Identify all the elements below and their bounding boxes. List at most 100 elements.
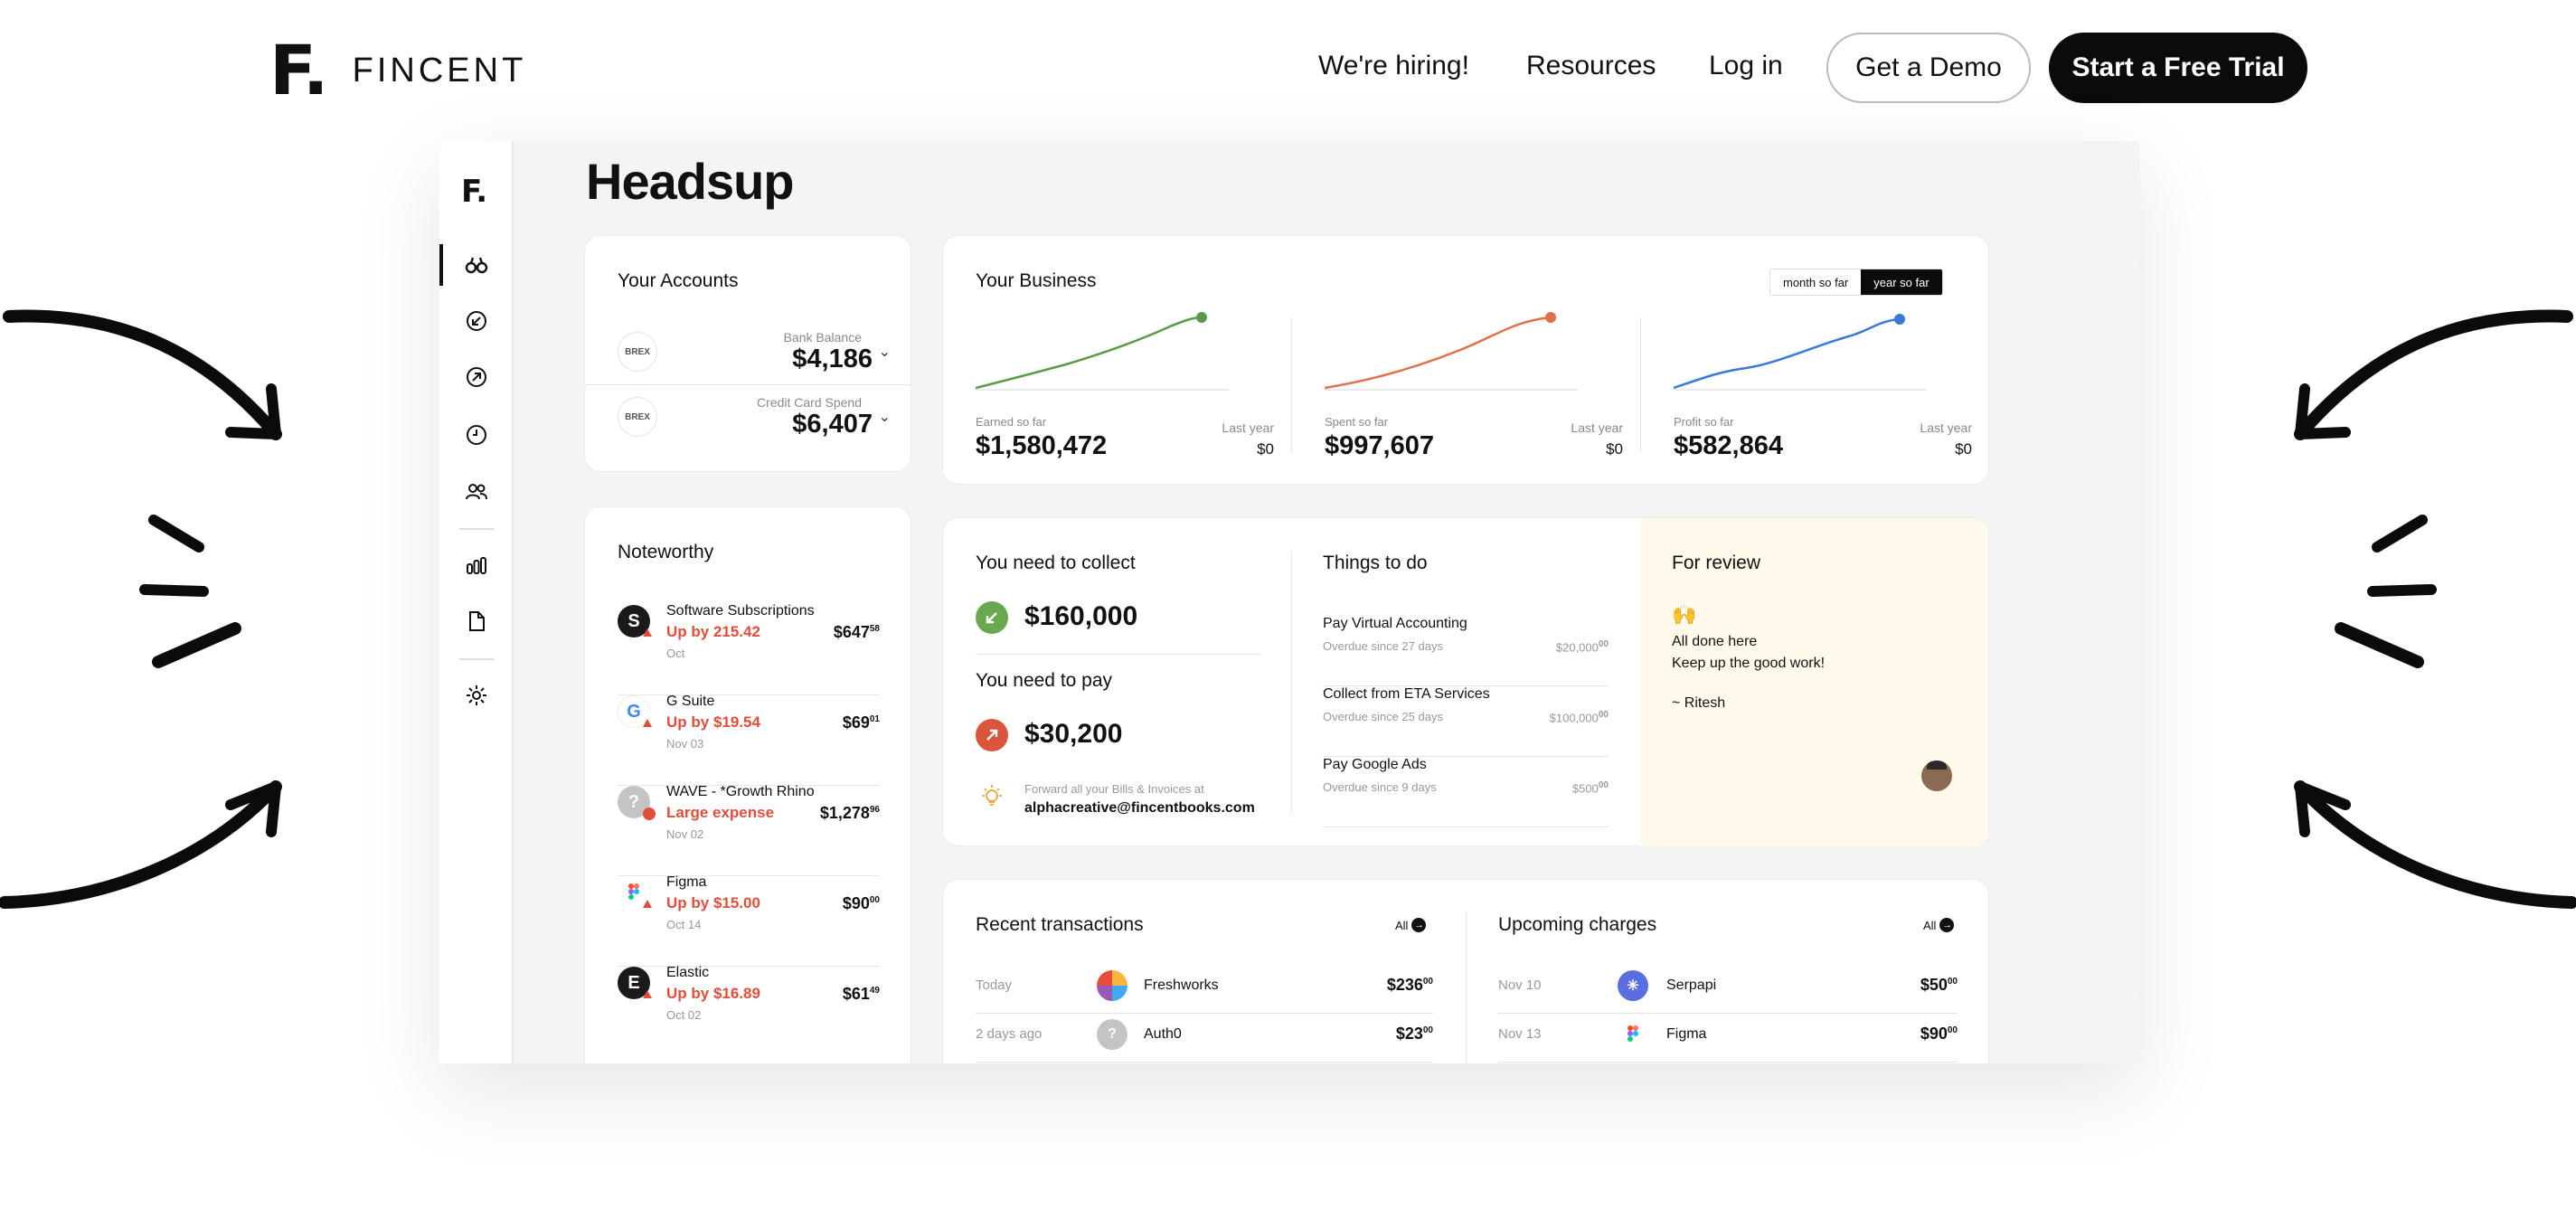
amount-cents: 49 xyxy=(869,986,880,996)
item-date: Nov 03 xyxy=(666,737,704,751)
review-signature: ~ Ritesh xyxy=(1672,695,1726,711)
binoculars-icon[interactable] xyxy=(465,253,488,277)
charge-row[interactable]: Nov 13 Figma $9000 xyxy=(1498,1014,1958,1063)
transactions-card: Recent transactions All → Today Freshwork… xyxy=(942,879,1989,1063)
last-year-value: $0 xyxy=(1955,440,1972,458)
review-line-2: Keep up the good work! xyxy=(1672,656,1826,671)
clock-icon[interactable] xyxy=(465,423,488,447)
recent-title: Recent transactions xyxy=(976,914,1144,935)
amount-dollars: $50 xyxy=(1920,976,1948,994)
noteworthy-item[interactable]: ? WAVE - *Growth Rhino Large expense Nov… xyxy=(618,784,880,876)
item-name: Software Subscriptions xyxy=(666,603,815,619)
noteworthy-item[interactable]: G G Suite Up by $19.54 Nov 03 $6901 xyxy=(618,694,880,786)
item-delta: Up by $16.89 xyxy=(666,985,760,1002)
todo-item-sub: Overdue since 25 days xyxy=(1323,710,1443,723)
figma-icon xyxy=(1628,1025,1638,1042)
todo-item[interactable]: Pay Virtual Accounting Overdue since 27 … xyxy=(1323,616,1609,686)
nav-hiring-link[interactable]: We're hiring! xyxy=(1318,51,1469,80)
nav-resources-link[interactable]: Resources xyxy=(1526,51,1656,80)
collect-value: $160,000 xyxy=(1024,601,1138,631)
profit-label: Profit so far xyxy=(1674,415,1734,429)
document-icon[interactable] xyxy=(465,609,488,633)
noteworthy-title: Noteworthy xyxy=(618,542,714,562)
chevron-down-icon[interactable]: ⌄ xyxy=(878,345,891,360)
start-trial-button[interactable]: Start a Free Trial xyxy=(2049,33,2307,103)
nav-login-link[interactable]: Log in xyxy=(1709,51,1783,80)
app-mockup: F. Headsup Your Accounts BREX Bank Balan… xyxy=(439,141,2139,1063)
all-label: All xyxy=(1395,918,1409,932)
amount-cents: 00 xyxy=(1598,639,1609,649)
figma-icon xyxy=(628,883,639,900)
item-name: Figma xyxy=(666,874,707,890)
chevron-down-icon[interactable]: ⌄ xyxy=(878,410,891,425)
upcoming-all-link[interactable]: All → xyxy=(1923,918,1955,932)
accounts-card: Your Accounts BREX Bank Balance $4,186 ⌄… xyxy=(584,235,912,472)
sidebar-logo[interactable]: F. xyxy=(461,174,487,210)
amount-dollars: $20,000 xyxy=(1555,640,1599,655)
item-date: Oct 14 xyxy=(666,918,702,931)
avatar xyxy=(1921,760,1952,791)
brand-logo[interactable]: F. FINCENT xyxy=(269,36,526,105)
unknown-service-icon: ? xyxy=(1097,1019,1128,1050)
todo-item-sub: Overdue since 9 days xyxy=(1323,780,1437,794)
charge-amount: $5000 xyxy=(1920,976,1958,995)
amount-cents: 00 xyxy=(1422,977,1433,987)
up-arrow-icon xyxy=(643,719,652,727)
actions-card: You need to collect $160,000 You need to… xyxy=(942,517,1989,847)
amount-dollars: $236 xyxy=(1386,976,1423,994)
forward-email-link[interactable]: alphacreative@fincentbooks.com xyxy=(1024,800,1255,816)
todo-item-title: Pay Google Ads xyxy=(1323,757,1427,772)
item-amount: $1,27896 xyxy=(820,804,880,823)
item-amount: $9000 xyxy=(843,894,880,913)
earned-sparkline xyxy=(976,312,1229,391)
collect-title: You need to collect xyxy=(976,553,1136,573)
todo-item[interactable]: Pay Google Ads Overdue since 9 days $500… xyxy=(1323,757,1609,827)
users-icon[interactable] xyxy=(465,479,488,503)
charge-amount: $9000 xyxy=(1920,1025,1958,1044)
amount-cents: 96 xyxy=(869,805,880,815)
todo-item[interactable]: Collect from ETA Services Overdue since … xyxy=(1323,686,1609,757)
todo-item-amount: $100,00000 xyxy=(1550,710,1609,724)
noteworthy-item[interactable]: S Software Subscriptions Up by 215.42 Oc… xyxy=(618,603,880,695)
amount-cents: 00 xyxy=(1947,1025,1958,1035)
bar-chart-icon[interactable] xyxy=(465,553,488,577)
todo-item-title: Pay Virtual Accounting xyxy=(1323,616,1467,631)
amount-cents: 01 xyxy=(869,714,880,724)
lightbulb-icon xyxy=(982,785,1002,806)
sidebar-active-indicator xyxy=(439,244,443,286)
get-demo-button[interactable]: Get a Demo xyxy=(1826,33,2031,103)
logo-text: FINCENT xyxy=(352,51,527,90)
noteworthy-item[interactable]: Figma Up by $15.00 Oct 14 $9000 xyxy=(618,874,880,967)
left-arrows-decoration xyxy=(0,309,282,909)
todo-item-amount: $20,00000 xyxy=(1556,639,1609,654)
amount-cents: 00 xyxy=(1947,977,1958,987)
upcoming-title: Upcoming charges xyxy=(1498,914,1657,935)
alert-badge-icon xyxy=(643,808,656,820)
month-so-far-option[interactable]: month so far xyxy=(1783,275,1849,289)
item-date: Oct 02 xyxy=(666,1008,702,1022)
transaction-amount: $23600 xyxy=(1387,976,1433,995)
recent-all-link[interactable]: All → xyxy=(1395,918,1427,932)
arrow-up-right-icon[interactable] xyxy=(465,365,488,389)
sidebar-divider xyxy=(459,658,494,660)
earned-label: Earned so far xyxy=(976,415,1047,429)
up-arrow-icon xyxy=(643,900,652,908)
transaction-date: 2 days ago xyxy=(976,1026,1043,1042)
item-delta: Large expense xyxy=(666,804,775,821)
item-amount: $64758 xyxy=(834,623,880,642)
gear-icon[interactable] xyxy=(465,684,488,707)
divider xyxy=(1640,317,1641,453)
accounts-title: Your Accounts xyxy=(618,270,739,291)
brex-logo: BREX xyxy=(618,332,657,372)
charge-row[interactable]: Nov 10 ✳ Serpapi $5000 xyxy=(1498,965,1958,1014)
amount-cents: 00 xyxy=(1422,1025,1433,1035)
app-sidebar: F. xyxy=(439,141,514,1063)
transaction-row[interactable]: Today Freshworks $23600 xyxy=(976,965,1433,1014)
arrow-down-left-icon[interactable] xyxy=(465,309,488,333)
transaction-name: Auth0 xyxy=(1144,1026,1182,1042)
transaction-row[interactable]: 2 days ago ? Auth0 $2300 xyxy=(976,1014,1433,1063)
noteworthy-item[interactable]: E Elastic Up by $16.89 Oct 02 $6149 xyxy=(618,965,880,1057)
account-label: Credit Card Spend xyxy=(757,395,862,410)
year-so-far-option[interactable]: year so far xyxy=(1861,269,1942,295)
